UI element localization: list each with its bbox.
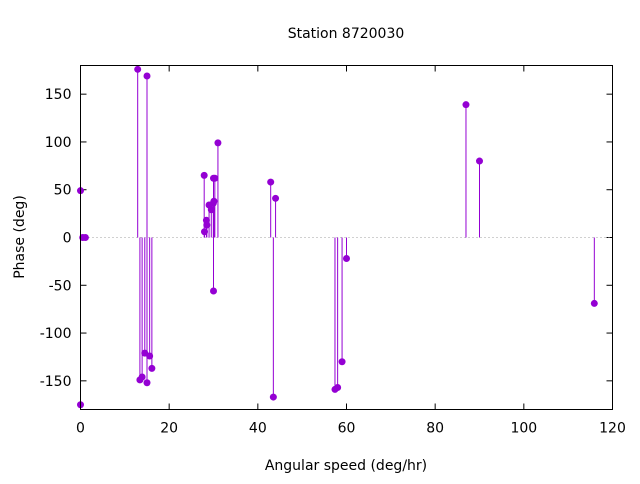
x-tick-label: 60 xyxy=(338,421,356,437)
data-point xyxy=(143,379,151,387)
data-point xyxy=(343,255,350,263)
y-tick-label: 150 xyxy=(45,87,72,103)
y-axis-label: Phase (deg) xyxy=(12,195,28,279)
y-tick-label: 50 xyxy=(54,183,72,199)
x-tick-label: 100 xyxy=(510,421,537,437)
data-point xyxy=(134,65,142,73)
data-point xyxy=(138,373,146,381)
y-tick-label: 0 xyxy=(63,231,72,247)
y-tick-label: -50 xyxy=(49,278,72,294)
data-point xyxy=(476,157,483,165)
data-point xyxy=(146,352,154,360)
x-tick-label: 120 xyxy=(599,421,626,437)
data-point xyxy=(272,194,280,202)
data-point xyxy=(200,171,208,179)
chart-title: Station 8720030 xyxy=(288,26,405,42)
data-point xyxy=(207,206,215,214)
data-point xyxy=(462,101,470,109)
y-tick-label: 100 xyxy=(45,135,72,151)
data-point xyxy=(148,364,156,372)
y-tick-label: -100 xyxy=(40,326,72,342)
x-tick-label: 80 xyxy=(426,421,444,437)
data-point xyxy=(214,139,222,147)
x-tick-label: 0 xyxy=(76,421,85,437)
data-point xyxy=(143,72,151,80)
data-point xyxy=(81,234,89,241)
data-point xyxy=(338,358,346,366)
y-tick-label: -150 xyxy=(40,374,72,390)
data-point xyxy=(203,221,211,229)
data-point xyxy=(210,197,218,205)
data-point xyxy=(201,228,209,236)
data-point xyxy=(334,384,342,392)
data-point xyxy=(590,299,598,307)
data-point xyxy=(269,393,277,401)
x-tick-label: 40 xyxy=(249,421,267,437)
plot-border xyxy=(80,65,613,410)
axis-ticks: 0 20 40 60 80 100 120 -150 -100 -50 0 50 100 150 xyxy=(40,65,626,437)
data-point xyxy=(267,178,275,186)
x-tick-label: 20 xyxy=(160,421,178,437)
data-point xyxy=(211,174,219,182)
x-axis-label: Angular speed (deg/hr) xyxy=(265,458,427,474)
data-point xyxy=(210,287,217,295)
